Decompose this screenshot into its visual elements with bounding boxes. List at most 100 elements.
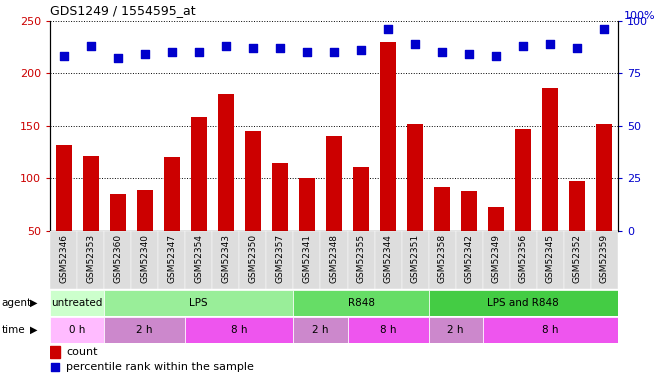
Bar <box>380 42 396 284</box>
Point <box>112 56 123 62</box>
Bar <box>353 167 369 284</box>
Bar <box>321 231 347 289</box>
Text: GSM52358: GSM52358 <box>438 234 447 283</box>
Point <box>409 41 420 47</box>
Bar <box>77 231 104 289</box>
Text: GSM52359: GSM52359 <box>600 234 609 283</box>
Text: GSM52350: GSM52350 <box>248 234 257 283</box>
Text: GSM52349: GSM52349 <box>492 234 501 283</box>
Bar <box>239 231 267 289</box>
Bar <box>137 190 153 284</box>
Text: GSM52352: GSM52352 <box>573 234 582 283</box>
Text: 100%: 100% <box>624 10 655 21</box>
Text: GSM52355: GSM52355 <box>357 234 365 283</box>
Bar <box>55 145 71 284</box>
Bar <box>299 178 315 284</box>
Bar <box>488 207 504 284</box>
Text: 8 h: 8 h <box>542 325 558 334</box>
Text: GSM52342: GSM52342 <box>465 234 474 283</box>
Point <box>248 45 259 51</box>
Text: 8 h: 8 h <box>380 325 396 334</box>
Bar <box>293 290 429 316</box>
Text: percentile rank within the sample: percentile rank within the sample <box>66 362 254 372</box>
Bar <box>542 88 558 284</box>
Text: 2 h: 2 h <box>136 325 153 334</box>
Point <box>220 43 231 49</box>
Bar <box>212 231 239 289</box>
Text: GSM52343: GSM52343 <box>221 234 230 283</box>
Bar <box>244 131 261 284</box>
Text: 2 h: 2 h <box>312 325 329 334</box>
Text: 8 h: 8 h <box>231 325 248 334</box>
Bar <box>429 316 483 343</box>
Bar <box>83 156 99 284</box>
Point <box>464 51 474 57</box>
Bar <box>190 117 207 284</box>
Text: LPS: LPS <box>190 298 208 307</box>
Text: GSM52360: GSM52360 <box>113 234 122 283</box>
Point <box>437 49 448 55</box>
Text: GSM52345: GSM52345 <box>546 234 555 283</box>
Point <box>518 43 528 49</box>
Bar <box>483 231 510 289</box>
Bar <box>569 180 585 284</box>
Bar <box>110 194 126 284</box>
Bar <box>456 231 483 289</box>
Point <box>49 363 60 369</box>
Bar <box>564 231 591 289</box>
Point <box>58 53 69 59</box>
Text: GSM52341: GSM52341 <box>303 234 311 283</box>
Point <box>302 49 313 55</box>
Bar <box>218 94 234 284</box>
Bar <box>131 231 158 289</box>
Bar <box>104 231 131 289</box>
Point <box>599 26 610 32</box>
Bar <box>401 231 429 289</box>
Bar <box>267 231 293 289</box>
Bar <box>326 136 342 284</box>
Point <box>166 49 177 55</box>
Text: GSM52357: GSM52357 <box>275 234 285 283</box>
Bar <box>164 158 180 284</box>
Point <box>572 45 582 51</box>
Bar <box>185 316 293 343</box>
Text: ▶: ▶ <box>30 298 37 307</box>
Bar <box>510 231 537 289</box>
Text: 0 h: 0 h <box>69 325 86 334</box>
Point <box>383 26 393 32</box>
Text: GSM52344: GSM52344 <box>383 234 393 283</box>
Point <box>491 53 502 59</box>
Text: agent: agent <box>1 298 31 307</box>
Bar <box>50 231 77 289</box>
Bar <box>185 231 212 289</box>
Text: untreated: untreated <box>51 298 103 307</box>
Text: GSM52346: GSM52346 <box>59 234 68 283</box>
Bar <box>434 187 450 284</box>
Bar <box>104 290 293 316</box>
Bar <box>597 124 613 284</box>
Text: GSM52348: GSM52348 <box>329 234 339 283</box>
Bar <box>347 231 375 289</box>
Bar <box>50 346 60 357</box>
Text: GSM52356: GSM52356 <box>519 234 528 283</box>
Text: GDS1249 / 1554595_at: GDS1249 / 1554595_at <box>50 4 196 17</box>
Point <box>86 43 96 49</box>
Bar <box>537 231 564 289</box>
Bar <box>407 124 424 284</box>
Bar <box>375 231 401 289</box>
Bar <box>515 129 531 284</box>
Text: R848: R848 <box>347 298 375 307</box>
Point <box>140 51 150 57</box>
Bar <box>483 316 618 343</box>
Bar <box>429 231 456 289</box>
Point <box>355 47 366 53</box>
Bar <box>347 316 429 343</box>
Text: 2 h: 2 h <box>448 325 464 334</box>
Text: GSM52353: GSM52353 <box>86 234 95 283</box>
Bar <box>272 163 288 284</box>
Text: count: count <box>66 346 98 357</box>
Text: GSM52340: GSM52340 <box>140 234 149 283</box>
Point <box>545 41 556 47</box>
Text: LPS and R848: LPS and R848 <box>488 298 559 307</box>
Point <box>329 49 339 55</box>
